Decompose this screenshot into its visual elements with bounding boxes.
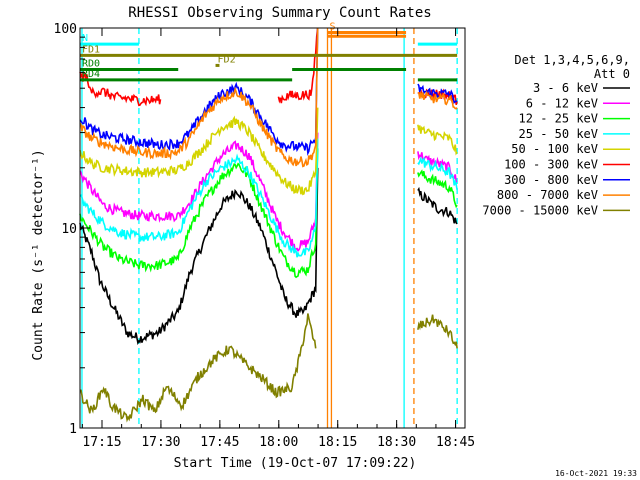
- plot-frame: [79, 27, 466, 429]
- legend-label-300-800-kev: 300 - 800 keV: [504, 173, 598, 187]
- x-tick-label-17-30: 17:30: [141, 435, 180, 450]
- legend-header-line2: Att 0: [594, 67, 630, 81]
- legend-label-100-300-kev: 100 - 300 keV: [504, 158, 598, 172]
- series-line-3-6-kev: [79, 167, 458, 346]
- x-tick-label-18-00: 18:00: [259, 435, 298, 450]
- annotation-label-fd1: FD1: [82, 44, 100, 55]
- footer-date: 16-Oct-2021 19:33: [555, 469, 637, 478]
- annotation-label-fd2: FD2: [218, 54, 236, 65]
- annotation-label-n: N: [82, 33, 88, 44]
- x-tick-label-18-15: 18:15: [318, 435, 357, 450]
- y-tick-label-10: 10: [61, 222, 77, 237]
- series-line-800-7000-kev: [79, 27, 458, 168]
- annotation-label-rd0: RD0: [82, 59, 100, 70]
- legend-label-7000-15000-kev: 7000 - 15000 keV: [482, 203, 598, 217]
- legend-label-6-12-kev: 6 - 12 keV: [526, 96, 598, 110]
- x-tick-label-17-45: 17:45: [200, 435, 239, 450]
- y-tick-label-100: 100: [54, 22, 77, 37]
- legend-label-3-6-kev: 3 - 6 keV: [533, 81, 598, 95]
- series-line-25-50-kev: [79, 138, 458, 258]
- series-line-7000-15000-kev: [79, 313, 458, 423]
- legend-label-12-25-kev: 12 - 25 keV: [519, 112, 598, 126]
- series-line-100-300-kev: [79, 27, 458, 107]
- legend-label-800-7000-kev: 800 - 7000 keV: [497, 188, 598, 202]
- series-line-50-100-kev: [79, 107, 458, 196]
- series-line-12-25-kev: [79, 148, 458, 279]
- annotation-label-rd4: RD4: [82, 69, 100, 80]
- y-tick-label-1: 1: [69, 422, 77, 437]
- annotation-label-s: S: [330, 21, 336, 32]
- x-tick-label-18-45: 18:45: [436, 435, 475, 450]
- legend-label-25-50-kev: 25 - 50 keV: [519, 127, 598, 141]
- y-axis-label: Count Rate (s⁻¹ detector⁻¹): [31, 149, 46, 360]
- x-axis-label: Start Time (19-Oct-07 17:09:22): [174, 456, 417, 471]
- x-tick-label-18-30: 18:30: [377, 435, 416, 450]
- legend-header-line1: Det 1,3,4,5,6,9,: [514, 53, 630, 67]
- chart-title: RHESSI Observing Summary Count Rates: [128, 5, 431, 21]
- legend-label-50-100-kev: 50 - 100 keV: [511, 142, 598, 156]
- x-tick-label-17-15: 17:15: [82, 435, 121, 450]
